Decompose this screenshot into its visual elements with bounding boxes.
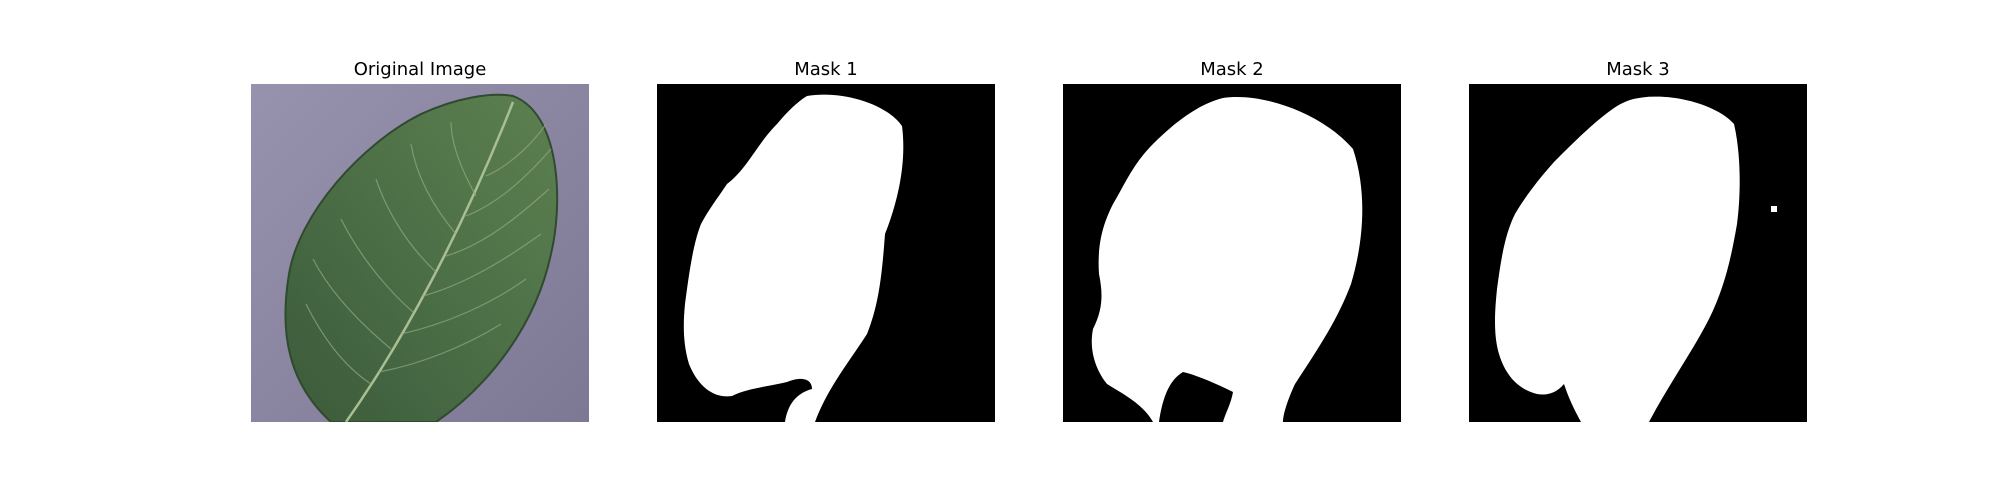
- leaf-mask-icon: [1063, 84, 1401, 422]
- panel-title-mask-2: Mask 2: [1063, 58, 1401, 82]
- mask-3-panel: [1469, 84, 1807, 422]
- mask-1-panel: [657, 84, 995, 422]
- original-image-panel: [251, 84, 589, 422]
- panel-title-mask-3: Mask 3: [1469, 58, 1807, 82]
- leaf-mask-icon: [1469, 84, 1807, 422]
- panel-title-mask-1: Mask 1: [657, 58, 995, 82]
- leaf-photo-icon: [251, 84, 589, 422]
- leaf-mask-icon: [657, 84, 995, 422]
- mask-2-panel: [1063, 84, 1401, 422]
- panel-title-original: Original Image: [251, 58, 589, 82]
